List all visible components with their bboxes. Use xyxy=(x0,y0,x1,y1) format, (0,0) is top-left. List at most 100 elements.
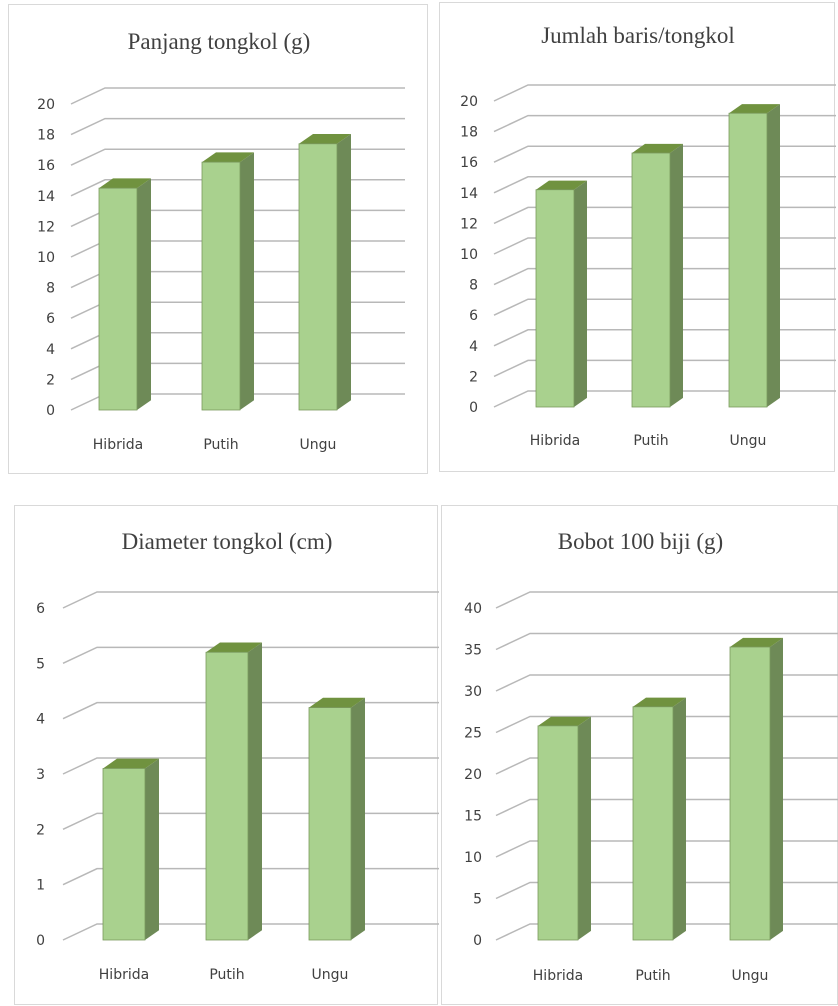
y-tick-label: 16 xyxy=(37,158,55,174)
y-tick-label: 12 xyxy=(460,216,478,232)
gridline xyxy=(70,117,405,136)
bar-top xyxy=(730,637,783,648)
bar-front xyxy=(98,187,138,411)
y-tick-label: 6 xyxy=(36,601,45,617)
bar-hibrida xyxy=(98,178,151,411)
bar-top xyxy=(206,642,262,653)
bar-hibrida xyxy=(537,716,591,941)
bar-front xyxy=(201,161,241,411)
bar-top xyxy=(99,178,151,189)
gridline xyxy=(493,84,836,102)
bar-putih xyxy=(201,152,254,411)
y-tick-label: 6 xyxy=(469,308,478,324)
bar-top xyxy=(299,133,351,144)
bar-side xyxy=(574,180,587,407)
y-tick-label: 30 xyxy=(464,684,482,700)
chart-title: Diameter tongkol (cm) xyxy=(122,529,333,554)
bar-top xyxy=(633,697,686,707)
chart-panel-jumlah-baris: Jumlah baris/tongkol 0 2 4 6 8 10 12 14 16 18 20 Hib… xyxy=(439,2,836,472)
bar-front xyxy=(102,768,146,941)
bar-front xyxy=(728,112,768,408)
y-tick-label: 8 xyxy=(46,281,55,297)
chart-title: Panjang tongkol (g) xyxy=(128,29,311,54)
y-tick-label: 14 xyxy=(37,189,55,205)
bar-side xyxy=(578,716,591,940)
y-tick-label: 2 xyxy=(469,369,478,385)
y-tick-label: 4 xyxy=(46,342,55,358)
y-tick-label: 0 xyxy=(46,403,55,419)
bar-front xyxy=(632,706,674,941)
x-category-label: Ungu xyxy=(732,968,769,984)
chart-panel-diameter-tongkol: Diameter tongkol (cm) 0 1 2 3 4 5 6 Hibrida Putih… xyxy=(14,505,439,1005)
x-category-label: Hibrida xyxy=(533,968,583,984)
y-tick-label: 5 xyxy=(473,892,482,908)
bar-top xyxy=(309,697,365,708)
y-tick-label: 16 xyxy=(460,155,478,171)
bar-chart: Bobot 100 biji (g) 0 5 10 15 20 25 30 35 40 Hibrid… xyxy=(464,529,838,984)
bar-front xyxy=(205,651,249,941)
y-tick-label: 10 xyxy=(460,247,478,263)
x-category-label: Putih xyxy=(633,433,668,449)
y-tick-label: 4 xyxy=(36,712,45,728)
x-category-label: Ungu xyxy=(312,967,349,983)
bar-front xyxy=(535,189,575,408)
bar-ungu xyxy=(308,697,365,941)
bar-side xyxy=(145,758,159,940)
bar-ungu xyxy=(729,637,783,941)
y-tick-label: 5 xyxy=(36,656,45,672)
y-tick-label: 3 xyxy=(36,767,45,783)
y-tick-label: 40 xyxy=(464,601,482,617)
bar-front xyxy=(537,725,579,941)
bar-hibrida xyxy=(535,180,587,408)
gridline xyxy=(495,674,838,692)
bar-top xyxy=(632,143,683,154)
bar-top xyxy=(103,758,159,769)
y-tick-label: 20 xyxy=(464,767,482,783)
bar-front xyxy=(298,143,338,411)
bar-side xyxy=(137,178,151,410)
bar-front xyxy=(631,152,671,408)
gridline xyxy=(70,87,405,105)
y-tick-label: 0 xyxy=(36,933,45,949)
y-tick-label: 10 xyxy=(464,850,482,866)
bar-chart: Panjang tongkol (g) 0 2 4 6 8 10 12 14 16 18 20 Hibr… xyxy=(37,29,405,453)
bar-side xyxy=(240,152,254,410)
bar-front xyxy=(308,707,352,941)
y-tick-label: 10 xyxy=(37,250,55,266)
bar-putih xyxy=(205,642,262,941)
bar-ungu xyxy=(728,104,780,408)
y-tick-label: 25 xyxy=(464,726,482,742)
x-category-label: Ungu xyxy=(730,433,767,449)
y-tick-label: 20 xyxy=(37,97,55,113)
y-tick-label: 14 xyxy=(460,186,478,202)
y-tick-label: 15 xyxy=(464,809,482,825)
bar-side xyxy=(351,697,365,940)
y-tick-label: 4 xyxy=(469,339,478,355)
bar-side xyxy=(248,642,262,940)
x-category-label: Putih xyxy=(635,968,670,984)
bar-putih xyxy=(631,143,683,408)
y-tick-label: 35 xyxy=(464,643,482,659)
y-tick-label: 12 xyxy=(37,219,55,235)
y-tick-label: 20 xyxy=(460,94,478,110)
x-category-label: Hibrida xyxy=(93,437,143,453)
bar-top xyxy=(202,152,254,163)
bar-side xyxy=(770,637,783,940)
y-tick-label: 0 xyxy=(473,933,482,949)
y-tick-label: 6 xyxy=(46,311,55,327)
x-category-label: Ungu xyxy=(300,437,337,453)
bar-ungu xyxy=(298,133,351,411)
gridline xyxy=(62,591,439,609)
bar-putih xyxy=(632,697,686,941)
bar-side xyxy=(767,104,780,407)
x-category-label: Putih xyxy=(209,967,244,983)
bar-side xyxy=(670,143,683,408)
y-tick-label: 2 xyxy=(36,822,45,838)
chart-title: Jumlah baris/tongkol xyxy=(541,23,735,48)
x-category-label: Putih xyxy=(203,437,238,453)
y-tick-label: 18 xyxy=(460,125,478,141)
gridline xyxy=(493,114,836,133)
bar-hibrida xyxy=(102,758,159,941)
bar-side xyxy=(337,133,351,411)
bar-chart: Jumlah baris/tongkol 0 2 4 6 8 10 12 14 16 18 20 Hib… xyxy=(460,23,836,449)
